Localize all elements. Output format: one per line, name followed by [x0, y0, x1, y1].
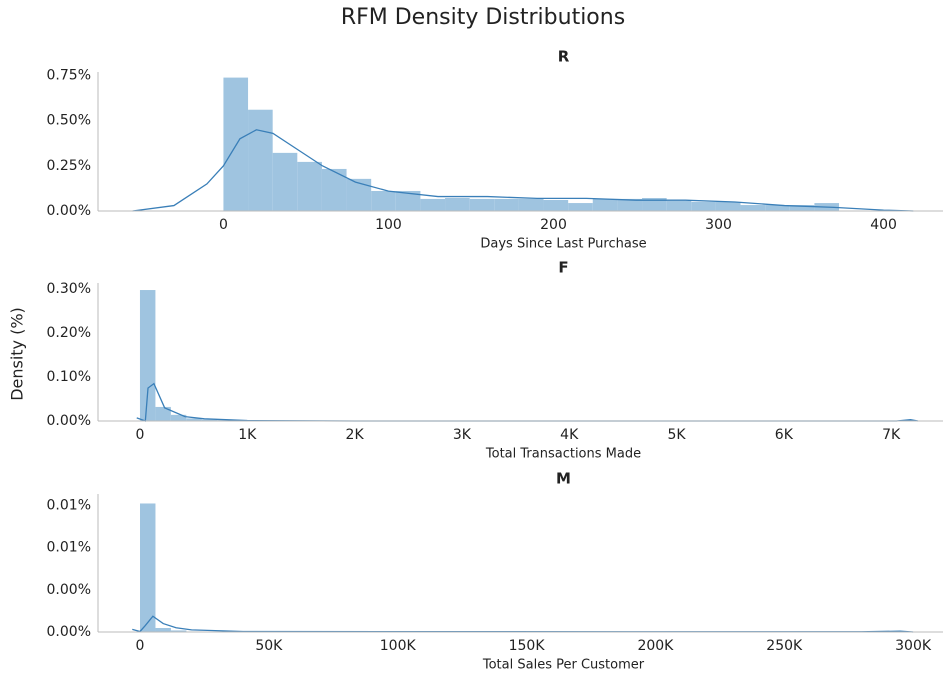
x-tick-label: 4K: [560, 427, 579, 443]
subplot-title: F: [558, 259, 568, 277]
histogram-bar: [371, 190, 396, 211]
histogram-bar: [139, 290, 156, 421]
y-tick-label: 0.00%: [47, 624, 91, 640]
x-tick-label: 100: [375, 217, 402, 233]
x-tick-label: 0: [219, 217, 228, 233]
histogram-bar: [346, 178, 372, 211]
histogram-bar: [518, 198, 544, 211]
y-axis-label: Density (%): [8, 307, 27, 401]
histogram-bar: [395, 190, 421, 211]
histogram-bar: [272, 152, 298, 211]
x-axis-label: Days Since Last Purchase: [480, 237, 646, 252]
histogram-bar: [445, 198, 470, 211]
figure-title: RFM Density Distributions: [341, 5, 625, 30]
histogram-bar: [494, 198, 519, 211]
subplot-title: M: [556, 470, 571, 488]
x-tick-label: 300K: [895, 638, 932, 654]
histogram-bar: [469, 198, 495, 211]
subplot-title: R: [558, 48, 570, 66]
y-tick-label: 0.25%: [47, 158, 91, 174]
x-tick-label: 300: [705, 217, 732, 233]
histogram-bar: [155, 627, 171, 632]
x-tick-label: 0: [136, 638, 145, 654]
y-tick-label: 0.10%: [47, 369, 91, 385]
histogram-bar: [420, 198, 446, 211]
histogram-bar: [715, 201, 741, 211]
x-tick-label: 150K: [509, 638, 546, 654]
x-tick-label: 200K: [637, 638, 674, 654]
histogram-bar: [248, 109, 273, 211]
histogram-bar: [740, 205, 766, 211]
x-tick-label: 250K: [766, 638, 803, 654]
y-tick-label: 0.75%: [47, 68, 91, 84]
x-tick-label: 5K: [667, 427, 686, 443]
x-tick-label: 100K: [380, 638, 417, 654]
histogram-bar: [543, 199, 569, 211]
histogram-bar: [789, 205, 815, 211]
x-tick-label: 2K: [346, 427, 365, 443]
histogram-bar: [297, 161, 322, 211]
x-tick-label: 3K: [453, 427, 472, 443]
histogram-bar: [666, 200, 692, 211]
y-tick-label: 0.00%: [47, 582, 91, 598]
histogram-bar: [223, 77, 249, 212]
histogram-bar: [642, 198, 667, 211]
y-tick-label: 0.20%: [47, 325, 91, 341]
histogram-bar: [765, 205, 790, 211]
y-tick-label: 0.01%: [47, 498, 91, 514]
x-tick-label: 200: [540, 217, 567, 233]
histogram-bar: [201, 419, 218, 421]
x-axis-label: Total Sales Per Customer: [482, 658, 645, 673]
x-tick-label: 0: [135, 427, 144, 443]
histogram-bar: [691, 201, 716, 211]
y-tick-label: 0.00%: [47, 203, 91, 219]
histogram-bar: [155, 406, 171, 421]
y-tick-label: 0.50%: [47, 113, 91, 129]
x-tick-label: 1K: [238, 427, 257, 443]
y-tick-label: 0.00%: [47, 413, 91, 429]
histogram-bar: [186, 418, 202, 421]
histogram-bar: [140, 503, 156, 632]
kde-line: [132, 615, 914, 633]
x-tick-label: 6K: [775, 427, 794, 443]
histogram-bar: [568, 203, 593, 211]
y-tick-label: 0.01%: [47, 540, 91, 556]
x-tick-label: 400: [870, 217, 897, 233]
kde-line: [132, 129, 914, 212]
histogram-bar: [617, 198, 643, 211]
histogram-bar: [170, 414, 187, 421]
x-axis-label: Total Transactions Made: [485, 447, 641, 462]
x-tick-label: 50K: [255, 638, 283, 654]
x-tick-label: 7K: [882, 427, 901, 443]
y-tick-label: 0.30%: [47, 281, 91, 297]
histogram-bar: [170, 630, 187, 632]
histogram-bar: [592, 198, 618, 211]
kde-line: [136, 382, 919, 422]
